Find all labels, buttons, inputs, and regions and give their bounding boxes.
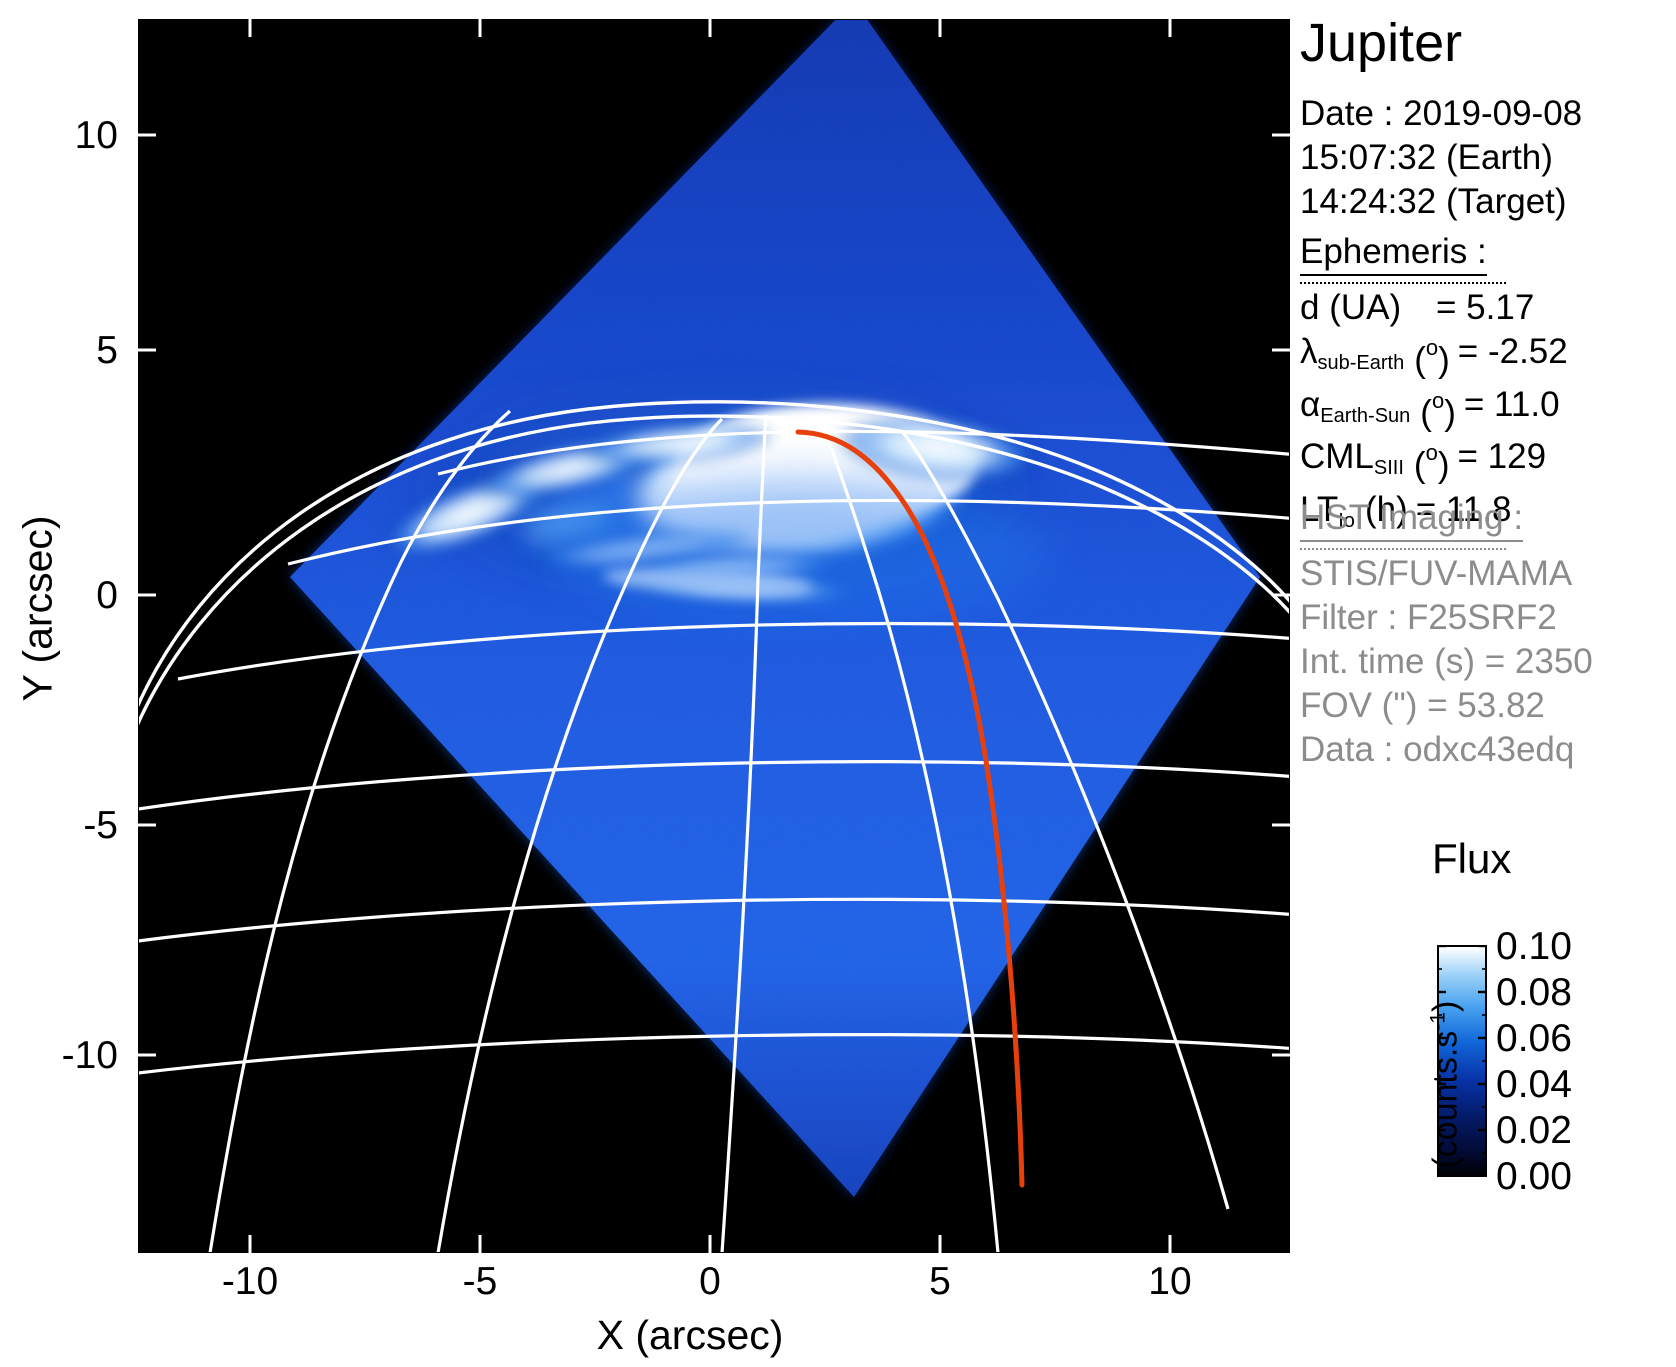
ytick-label-10: 10 [74, 114, 118, 157]
ephemeris-value-lt: = 11.8 [1415, 489, 1512, 529]
target-name: Jupiter [1300, 13, 1463, 73]
colorbar-unit-text: (counts.s [1426, 1030, 1465, 1169]
hst-int-time: Int. time (s) = 2350 [1300, 642, 1593, 681]
ytick-label-neg5: -5 [83, 804, 118, 847]
ephemeris-row-distance: d (UA) = 5.17 [1300, 286, 1568, 330]
plot-area [138, 19, 1290, 1253]
observation-time-earth: 15:07:32 (Earth) [1300, 138, 1553, 177]
ephemeris-symbol-alpha: α [1300, 384, 1321, 424]
ephemeris-sub-lt: Io [1338, 509, 1355, 532]
observation-date: Date : 2019-09-08 [1300, 94, 1583, 133]
colorbar-title: Flux [1432, 835, 1512, 882]
ephemeris-unit-lt: (h) [1364, 489, 1408, 529]
colorbar-label-002: 0.02 [1496, 1109, 1572, 1152]
ephemeris-value-cml: = 129 [1457, 437, 1547, 477]
ephemeris-symbol-cml: CML [1300, 437, 1374, 477]
ephemeris-value-alpha: = 11.0 [1463, 384, 1560, 424]
hst-imaging-heading: HST Imaging : [1300, 498, 1524, 542]
colorbar-label-004: 0.04 [1496, 1063, 1572, 1106]
ephemeris-row-sub-earth-lat: λsub-Earth (o) = -2.52 [1300, 330, 1568, 383]
ephemeris-sub-alpha: Earth-Sun [1320, 404, 1411, 427]
hst-filter: Filter : F25SRF2 [1300, 598, 1557, 637]
hst-fov: FOV (") = 53.82 [1300, 686, 1545, 725]
ephemeris-value-d: = 5.17 [1436, 288, 1535, 327]
xtick-label-5: 5 [929, 1260, 951, 1303]
hst-dataset-id: Data : odxc43edq [1300, 730, 1575, 769]
colorbar-ticks [1437, 945, 1487, 1177]
colorbar-unit-close: ) [1426, 1000, 1465, 1013]
ephemeris-symbol-lambda: λ [1300, 332, 1318, 371]
ephemeris-unit-d: (UA) [1329, 288, 1402, 327]
observation-info-panel: Jupiter Date : 2019-09-08 15:07:32 (Eart… [1300, 0, 1676, 1367]
x-axis-title: X (arcsec) [596, 1312, 784, 1358]
colorbar-label-008: 0.08 [1496, 971, 1572, 1014]
ytick-label-5: 5 [96, 329, 118, 372]
ephemeris-symbol-lt: LT [1300, 489, 1339, 529]
hst-imaging-divider [1300, 548, 1506, 550]
hst-instrument: STIS/FUV-MAMA [1300, 554, 1573, 593]
ephemeris-value-lambda: = -2.52 [1457, 332, 1568, 371]
ephemeris-symbol-d: d [1300, 288, 1320, 327]
ytick-label-neg10: -10 [61, 1034, 118, 1077]
ephemeris-row-phase-angle: αEarth-Sun (o) = 11.0 [1300, 383, 1568, 436]
colorbar-label-010: 0.10 [1496, 925, 1572, 968]
ephemeris-row-cml: CMLSIII (o) = 129 [1300, 435, 1568, 488]
colorbar-label-000: 0.00 [1496, 1155, 1572, 1198]
observation-date-block: Date : 2019-09-08 15:07:32 (Earth) 14:24… [1300, 92, 1582, 224]
y-axis-title: Y (arcsec) [14, 515, 61, 702]
xtick-label-neg5: -5 [462, 1260, 498, 1303]
xtick-label-0: 0 [699, 1260, 721, 1303]
xtick-label-10: 10 [1148, 1260, 1192, 1303]
colorbar-label-006: 0.06 [1496, 1017, 1572, 1060]
jupiter-fuv-image [138, 19, 1290, 1253]
ytick-label-0: 0 [96, 574, 118, 617]
colorbar-unit-label: (counts.s-1) [1426, 955, 1465, 1215]
hst-imaging-block: HST Imaging : STIS/FUV-MAMA Filter : F25… [1300, 498, 1593, 772]
ephemeris-sub-lambda: sub-Earth [1317, 352, 1405, 374]
ephemeris-block: Ephemeris : d (UA) = 5.17 λsub-Earth (o)… [1300, 232, 1568, 537]
colorbar-unit-exponent: -1 [1426, 1012, 1450, 1031]
ephemeris-divider [1300, 282, 1506, 284]
xtick-label-neg10: -10 [221, 1260, 279, 1303]
observation-time-target: 14:24:32 (Target) [1300, 182, 1567, 221]
ephemeris-row-io-local-time: LTIo (h) = 11.8 [1300, 488, 1568, 537]
ephemeris-sub-cml: SIII [1373, 457, 1404, 480]
ephemeris-heading: Ephemeris : [1300, 232, 1487, 276]
